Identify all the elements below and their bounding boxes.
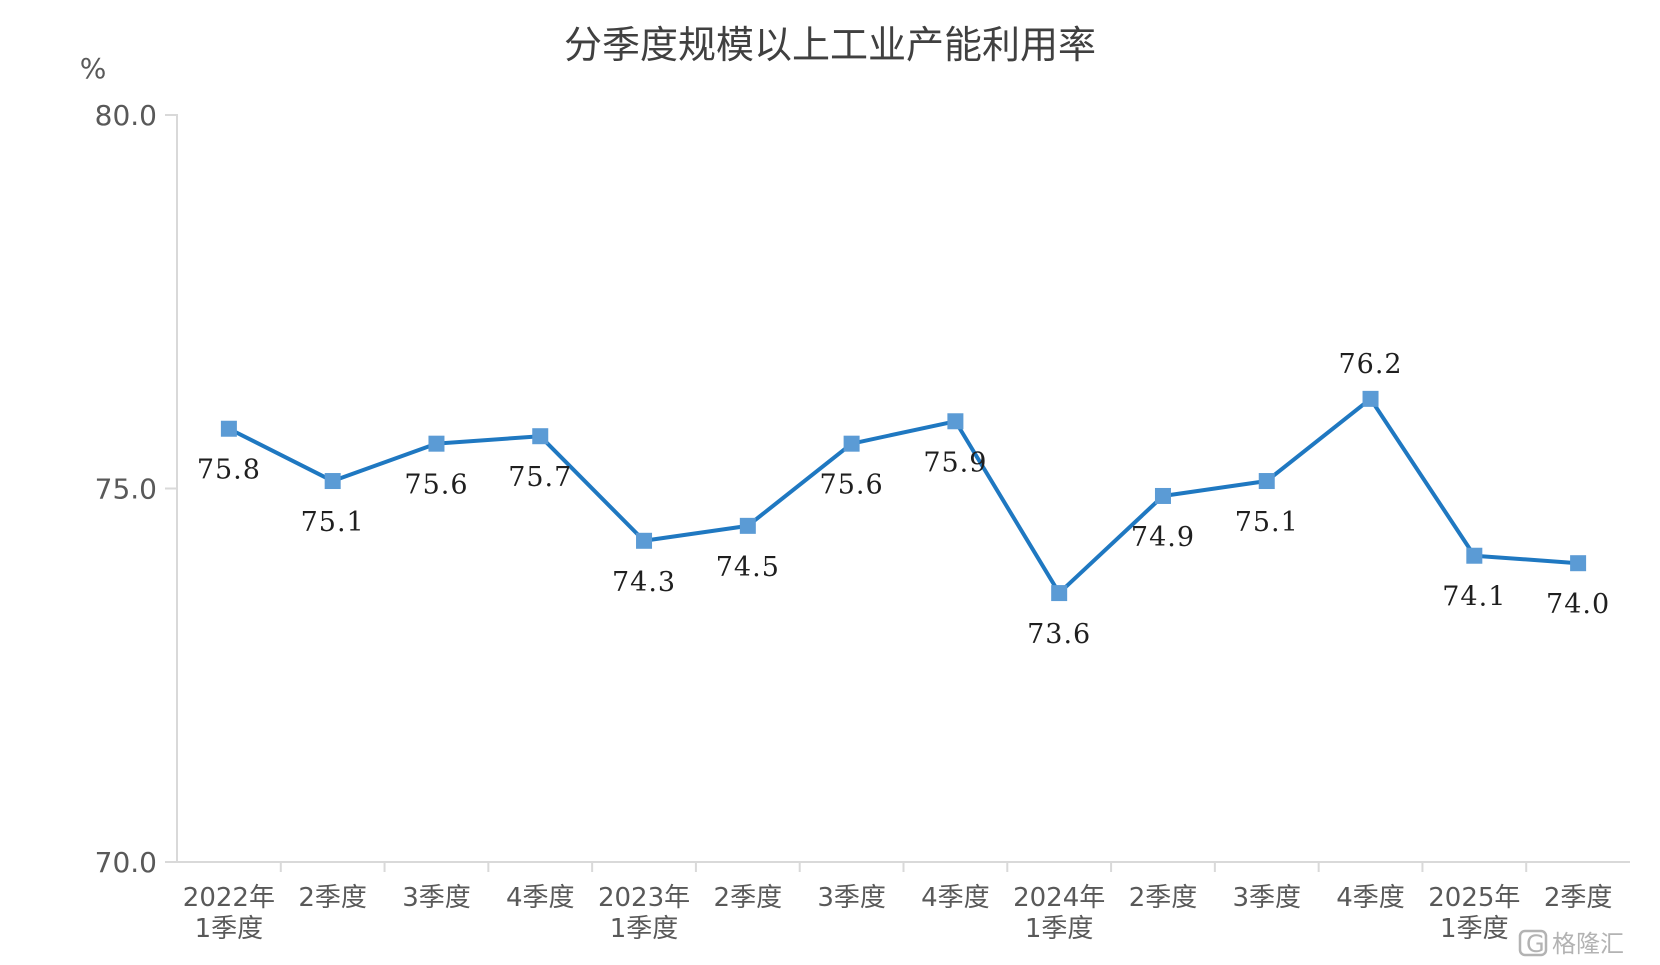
data-point-marker [843, 435, 860, 452]
data-point-marker [532, 428, 549, 445]
x-tick-label: 2023年 1季度 [598, 883, 690, 944]
x-tick-label: 2季度 [714, 883, 783, 913]
x-tick-label: 2025年 1季度 [1428, 883, 1520, 944]
data-label: 75.6 [820, 470, 884, 501]
data-point-marker [636, 532, 653, 549]
data-label: 75.6 [404, 470, 468, 501]
axis-lines [165, 114, 1630, 863]
data-point-marker [324, 473, 341, 490]
data-label: 74.5 [716, 552, 780, 583]
data-label: 75.9 [923, 447, 987, 478]
x-tick-label: 2024年 1季度 [1013, 883, 1105, 944]
watermark: G 格隆汇 [1518, 929, 1624, 958]
data-label: 74.9 [1131, 522, 1195, 553]
chart-title: 分季度规模以上工业产能利用率 [564, 23, 1096, 67]
x-tick-label: 2季度 [1129, 883, 1198, 913]
data-label: 75.8 [197, 455, 261, 486]
x-tick-label: 3季度 [1232, 883, 1301, 913]
axes [165, 114, 1630, 872]
data-point-marker [1570, 555, 1587, 572]
y-tick-label: 80.0 [95, 99, 157, 132]
data-label: 75.7 [508, 462, 572, 493]
x-tick-label: 4季度 [506, 883, 575, 913]
data-label: 74.0 [1546, 589, 1610, 620]
x-tick-label: 2季度 [298, 883, 367, 913]
data-label: 75.1 [1235, 507, 1299, 538]
data-point-marker [1466, 547, 1483, 564]
data-point-marker [1154, 487, 1171, 504]
x-tick-label: 2022年 1季度 [183, 883, 275, 944]
data-point-marker [739, 517, 756, 534]
y-axis-ticks: 70.0 75.0 80.0 [95, 99, 157, 879]
data-label: 74.3 [612, 567, 676, 598]
x-tick-label: 4季度 [921, 883, 990, 913]
g-logo-icon [1518, 929, 1548, 957]
data-label: 73.6 [1027, 619, 1091, 650]
watermark-text: 格隆汇 [1552, 930, 1624, 958]
data-label: 76.2 [1338, 349, 1402, 380]
x-axis-ticks: 2022年 1季度 2季度 3季度 4季度 2023年 1季度 2季度 3季度 4季度 2024年 1… [183, 883, 1613, 944]
data-labels: 75.8 75.1 75.6 75.7 74.3 74.5 75.6 75.9 73.6 74.9… [197, 349, 1610, 650]
data-point-marker [1051, 585, 1068, 602]
series-line [227, 396, 1579, 596]
x-tick-label: 3季度 [402, 883, 471, 913]
x-tick-label: 3季度 [817, 883, 886, 913]
series-group [220, 390, 1587, 602]
data-label: 74.1 [1442, 582, 1506, 613]
y-tick-label: 75.0 [95, 473, 157, 506]
data-point-marker [1258, 473, 1275, 490]
svg-text:G: G [1526, 930, 1545, 958]
x-tick-label: 2季度 [1544, 883, 1613, 913]
data-point-marker [428, 435, 445, 452]
data-point-marker [1362, 390, 1379, 407]
data-point-marker [947, 413, 964, 430]
y-axis-unit: % [80, 52, 107, 85]
data-point-marker [220, 420, 237, 437]
x-tick-label: 4季度 [1336, 883, 1405, 913]
data-label: 75.1 [301, 507, 365, 538]
y-tick-label: 70.0 [95, 846, 157, 879]
